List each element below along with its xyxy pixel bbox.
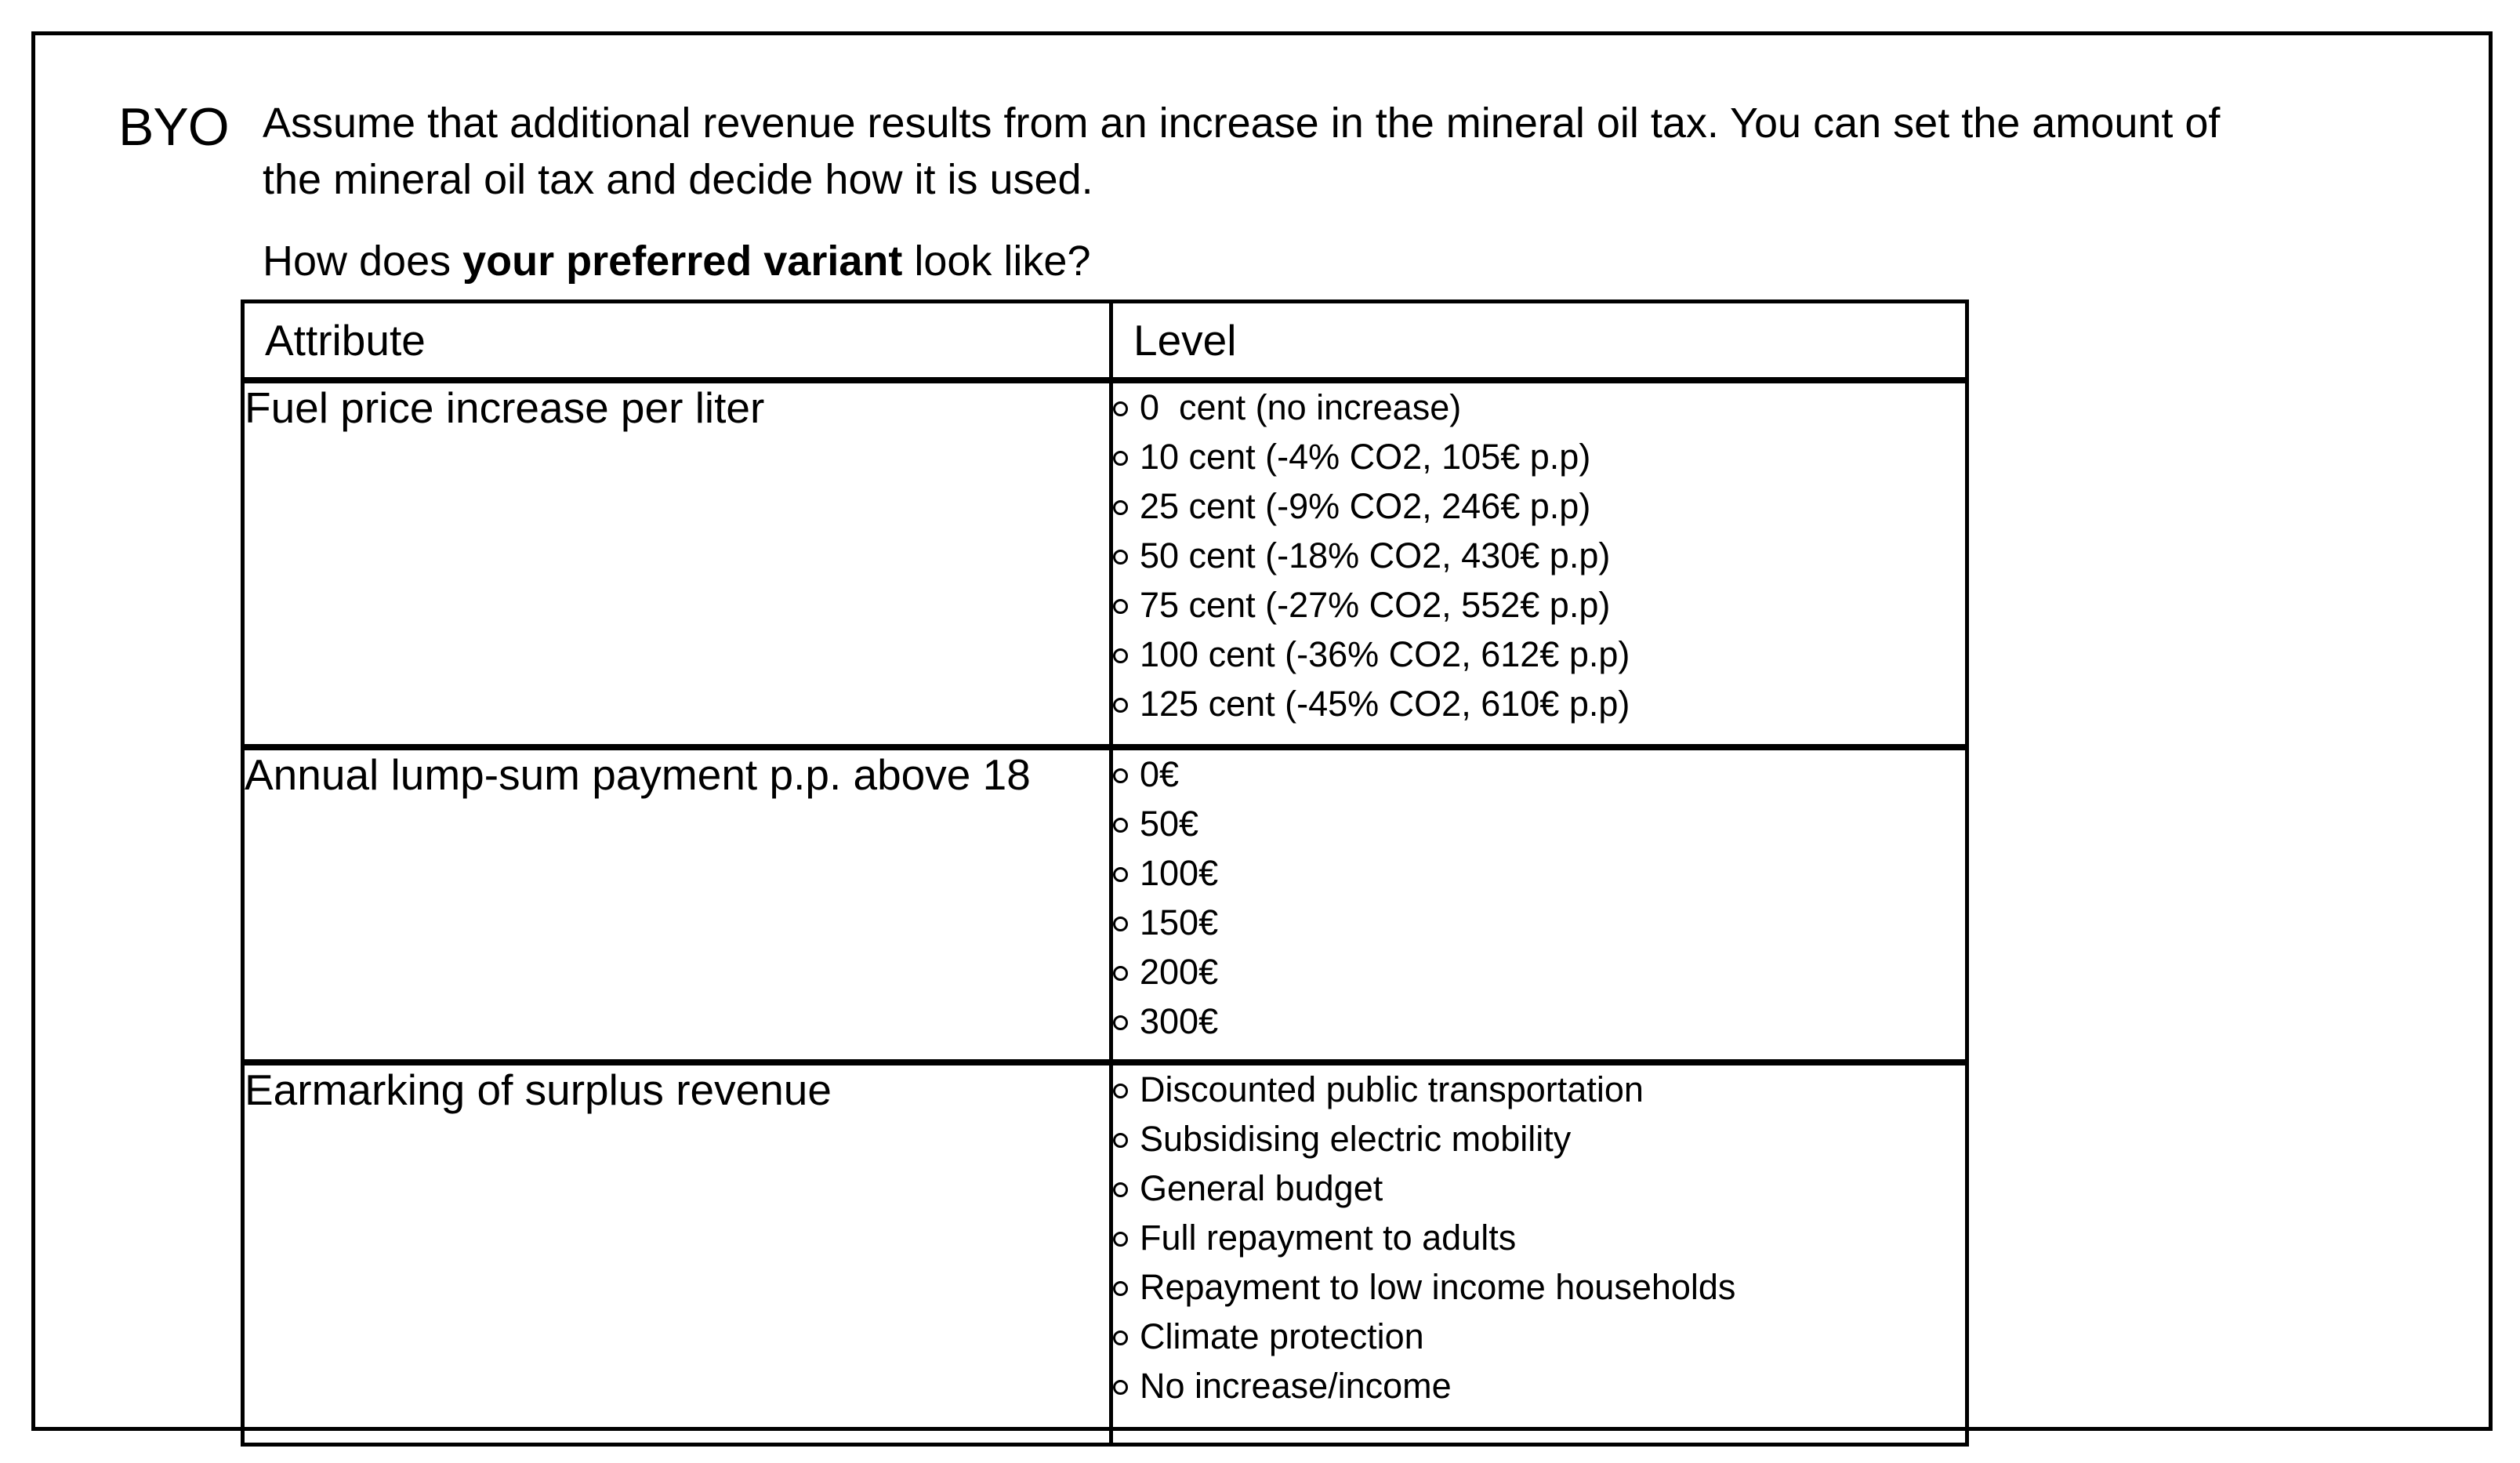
question-bold-phrase: your preferred variant — [462, 238, 903, 285]
header-level: Level — [1109, 301, 1969, 380]
radio-option[interactable]: Full repayment to adults — [1113, 1214, 1965, 1263]
option-label: General budget — [1140, 1168, 1383, 1208]
radio-option[interactable]: 75 cent (-27% CO2, 552€ p.p) — [1113, 581, 1965, 630]
radio-button-icon[interactable] — [1113, 697, 1128, 713]
option-label: Discounted public transportation — [1140, 1069, 1644, 1109]
option-label: No increase/income — [1140, 1366, 1452, 1406]
radio-option[interactable]: General budget — [1113, 1164, 1965, 1214]
attribute-level-table: Attribute Level Fuel price increase per … — [241, 299, 1969, 1447]
radio-button-icon[interactable] — [1113, 965, 1128, 981]
radio-button-icon[interactable] — [1113, 866, 1128, 882]
level-cell: Discounted public transportation Subsidi… — [1109, 1058, 1969, 1445]
radio-button-icon[interactable] — [1113, 1231, 1128, 1247]
page-border: BYO Assume that additional revenue resul… — [31, 31, 2493, 1447]
option-label: 150€ — [1140, 902, 1219, 942]
radio-button-icon[interactable] — [1113, 648, 1128, 663]
option-label: 100€ — [1140, 853, 1219, 893]
option-label: 10 cent (-4% CO2, 105€ p.p) — [1140, 437, 1591, 477]
table-row-earmarking: Earmarking of surplus revenue Discounted… — [241, 1058, 1969, 1445]
radio-option[interactable]: No increase/income — [1113, 1362, 1965, 1411]
radio-button-icon[interactable] — [1113, 598, 1128, 614]
radio-button-icon[interactable] — [1113, 1330, 1128, 1345]
question-id-label: BYO — [118, 97, 230, 157]
option-label: Full repayment to adults — [1140, 1218, 1517, 1258]
question-prefix: How does — [263, 238, 463, 285]
attribute-cell: Fuel price increase per liter — [241, 376, 1113, 747]
radio-button-icon[interactable] — [1113, 499, 1128, 515]
radio-button-icon[interactable] — [1113, 549, 1128, 565]
radio-button-icon[interactable] — [1113, 1182, 1128, 1197]
level-cell: 0€ 50€ 100€ 150€ — [1109, 743, 1969, 1062]
radio-option[interactable]: 50€ — [1113, 800, 1965, 849]
radio-option[interactable]: Climate protection — [1113, 1312, 1965, 1362]
intro-paragraph: Assume that additional revenue results f… — [263, 95, 2220, 208]
radio-option[interactable]: Discounted public transportation — [1113, 1065, 1965, 1115]
radio-option[interactable]: 125 cent (-45% CO2, 610€ p.p) — [1113, 680, 1965, 729]
option-label: 100 cent (-36% CO2, 612€ p.p) — [1140, 634, 1630, 674]
option-label: 50 cent (-18% CO2, 430€ p.p) — [1140, 535, 1611, 575]
option-label: 0€ — [1140, 754, 1180, 794]
level-cell: 0 cent (no increase) 10 cent (-4% CO2, 1… — [1109, 376, 1969, 747]
table-row-fuel-price: Fuel price increase per liter 0 cent (no… — [241, 376, 1969, 747]
radio-option[interactable]: 50 cent (-18% CO2, 430€ p.p) — [1113, 532, 1965, 581]
option-label: Climate protection — [1140, 1316, 1424, 1356]
radio-option[interactable]: 25 cent (-9% CO2, 246€ p.p) — [1113, 482, 1965, 532]
radio-button-icon[interactable] — [1113, 1379, 1128, 1395]
option-label: 25 cent (-9% CO2, 246€ p.p) — [1140, 486, 1591, 526]
question-suffix: look like? — [902, 238, 1091, 285]
radio-option[interactable]: 100 cent (-36% CO2, 612€ p.p) — [1113, 630, 1965, 680]
radio-button-icon[interactable] — [1113, 1280, 1128, 1296]
option-label: 125 cent (-45% CO2, 610€ p.p) — [1140, 684, 1630, 724]
option-label: Subsidising electric mobility — [1140, 1119, 1572, 1159]
header-attribute: Attribute — [241, 301, 1113, 380]
radio-option[interactable]: Subsidising electric mobility — [1113, 1115, 1965, 1164]
radio-button-icon[interactable] — [1113, 450, 1128, 466]
attribute-cell: Annual lump-sum payment p.p. above 18 — [241, 743, 1113, 1062]
option-label: 50€ — [1140, 804, 1199, 844]
table-row-lump-sum: Annual lump-sum payment p.p. above 18 0€… — [241, 743, 1969, 1062]
option-label: 0 cent (no increase) — [1140, 387, 1462, 427]
radio-button-icon[interactable] — [1113, 916, 1128, 931]
radio-option[interactable]: Repayment to low income households — [1113, 1263, 1965, 1312]
radio-button-icon[interactable] — [1113, 1083, 1128, 1098]
intro-line-1: Assume that additional revenue results f… — [263, 100, 2221, 147]
question-text: How does your preferred variant look lik… — [263, 233, 1090, 289]
radio-button-icon[interactable] — [1113, 817, 1128, 833]
intro-line-2: the mineral oil tax and decide how it is… — [263, 156, 1093, 203]
radio-option[interactable]: 300€ — [1113, 997, 1965, 1047]
radio-option[interactable]: 0€ — [1113, 750, 1965, 800]
radio-option[interactable]: 150€ — [1113, 898, 1965, 948]
attribute-cell: Earmarking of surplus revenue — [241, 1058, 1113, 1445]
radio-button-icon[interactable] — [1113, 1015, 1128, 1030]
option-label: 200€ — [1140, 952, 1219, 992]
option-label: Repayment to low income households — [1140, 1267, 1736, 1307]
radio-button-icon[interactable] — [1113, 768, 1128, 783]
option-label: 300€ — [1140, 1001, 1219, 1041]
radio-button-icon[interactable] — [1113, 401, 1128, 416]
radio-option[interactable]: 0 cent (no increase) — [1113, 383, 1965, 433]
radio-option[interactable]: 200€ — [1113, 948, 1965, 997]
option-label: 75 cent (-27% CO2, 552€ p.p) — [1140, 585, 1611, 625]
table-header-row: Attribute Level — [241, 301, 1969, 380]
radio-option[interactable]: 100€ — [1113, 849, 1965, 898]
radio-option[interactable]: 10 cent (-4% CO2, 105€ p.p) — [1113, 433, 1965, 482]
radio-button-icon[interactable] — [1113, 1132, 1128, 1148]
